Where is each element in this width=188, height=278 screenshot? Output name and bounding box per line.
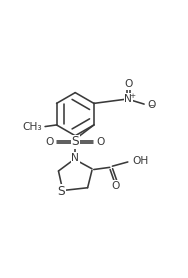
Text: O: O <box>45 137 54 147</box>
Text: O: O <box>147 100 155 110</box>
Text: CH₃: CH₃ <box>22 121 42 131</box>
Text: N: N <box>71 153 79 163</box>
Text: O: O <box>112 181 120 191</box>
Text: N: N <box>124 94 132 104</box>
Text: S: S <box>71 135 79 148</box>
Text: S: S <box>58 185 65 198</box>
Text: OH: OH <box>133 156 149 166</box>
Text: O: O <box>97 137 105 147</box>
Text: O: O <box>124 79 133 89</box>
Text: +: + <box>129 93 135 99</box>
Text: −: − <box>149 103 155 110</box>
